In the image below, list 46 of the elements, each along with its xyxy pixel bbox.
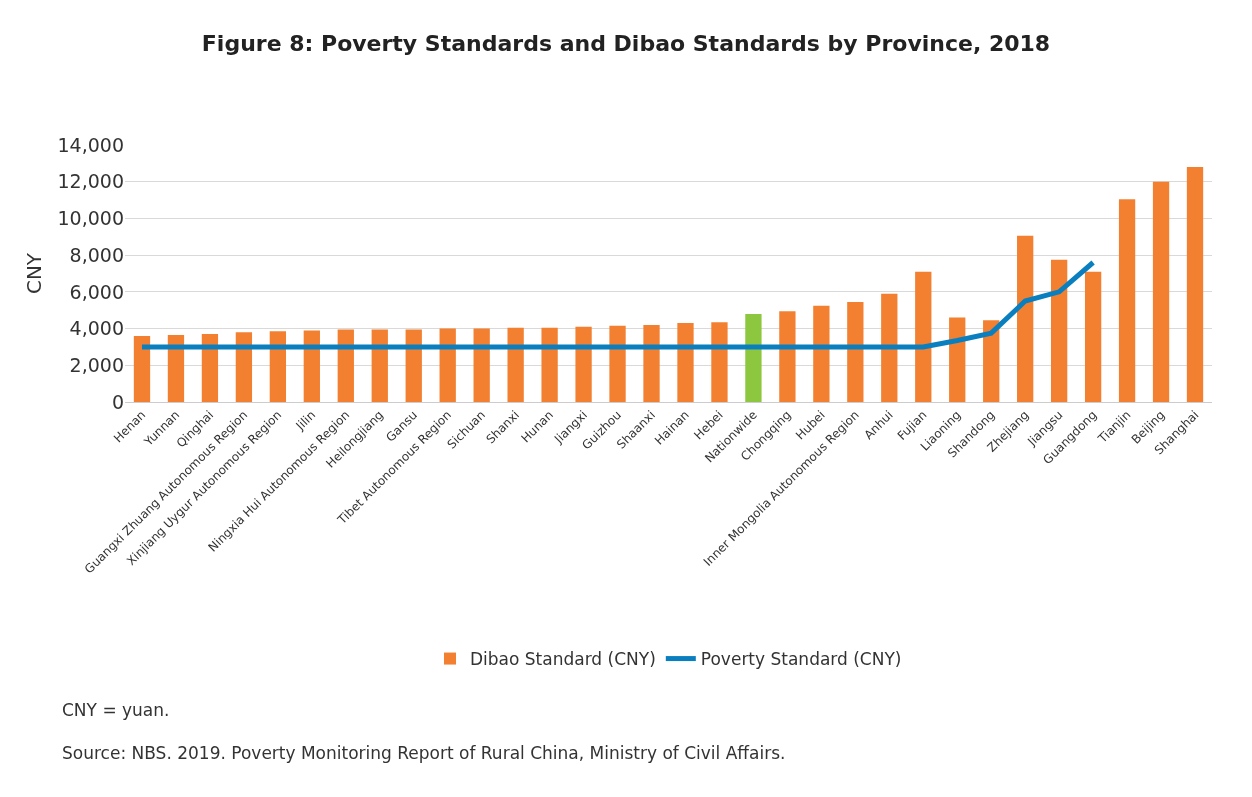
legend-label: Poverty Standard (CNY) [700,649,902,670]
bar [303,330,320,402]
bar [167,335,185,402]
bar [813,305,830,402]
bar [507,327,524,402]
chart-title: Figure 8: Poverty Standards and Dibao Standards by Province, 2018 [201,31,1051,57]
bar [677,323,694,402]
bar [745,313,762,402]
bar [541,327,558,402]
bar [643,324,660,402]
y-tick-label: 12,000 [57,170,124,193]
y-tick-label: 10,000 [57,207,124,230]
bar [983,320,1000,402]
y-tick-label: 0 [111,390,124,413]
bar [881,293,898,402]
bar [609,325,626,402]
bar [1152,181,1170,402]
legend-label: Dibao Standard (CNY) [470,649,656,670]
bar [201,334,219,402]
bar [235,332,253,402]
bar [1017,235,1034,402]
y-tick-label: 4,000 [69,317,124,340]
bar [847,301,864,402]
bar [575,326,592,402]
y-tick-label: 8,000 [69,243,124,266]
y-tick-label: 6,000 [69,280,124,303]
bar [439,328,456,402]
bar [779,311,796,402]
bar [269,331,287,402]
bar [133,335,151,402]
y-tick-label: 2,000 [69,353,124,376]
bar [711,322,728,402]
bar [949,317,966,402]
bar [915,271,932,402]
source-note: Source: NBS. 2019. Poverty Monitoring Report of Rural China, Ministry of Civil Affairs. [62,743,786,763]
bar [1050,259,1068,402]
bar [1118,199,1136,402]
y-axis-title: CNY [22,252,47,295]
bar [1186,167,1204,402]
bar [405,329,422,402]
bar [473,328,490,402]
y-tick-label: 14,000 [57,133,124,156]
text: CNY = yuan. [62,700,170,720]
bar [371,329,388,402]
bar [337,329,354,402]
bar [1084,271,1102,402]
